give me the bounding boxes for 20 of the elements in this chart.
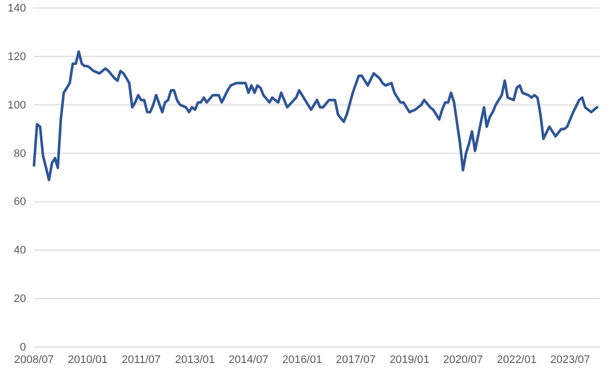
y-tick-label: 20 bbox=[14, 293, 26, 306]
y-tick-label: 120 bbox=[8, 50, 26, 63]
x-tick-label: 2013/01 bbox=[175, 354, 215, 366]
x-tick-label: 2016/01 bbox=[282, 354, 322, 366]
x-tick-label: 2020/07 bbox=[443, 354, 483, 366]
y-tick-label: 140 bbox=[8, 2, 26, 15]
y-tick-label: 0 bbox=[20, 342, 26, 354]
x-tick-label: 2022/01 bbox=[496, 354, 537, 366]
x-tick-label: 2014/07 bbox=[228, 354, 268, 366]
x-tick-label: 2008/07 bbox=[14, 354, 54, 366]
x-tick-label: 2010/01 bbox=[68, 354, 108, 366]
y-tick-label: 40 bbox=[14, 244, 26, 257]
x-tick-label: 2023/07 bbox=[550, 354, 590, 366]
x-tick-label: 2019/01 bbox=[390, 354, 430, 366]
y-tick-label: 80 bbox=[14, 148, 26, 160]
x-tick-label: 2011/07 bbox=[122, 354, 161, 366]
y-tick-label: 60 bbox=[14, 196, 26, 208]
y-tick-label: 100 bbox=[8, 99, 26, 112]
line-series bbox=[32, 50, 598, 182]
x-tick-label: 2017/07 bbox=[336, 354, 376, 366]
